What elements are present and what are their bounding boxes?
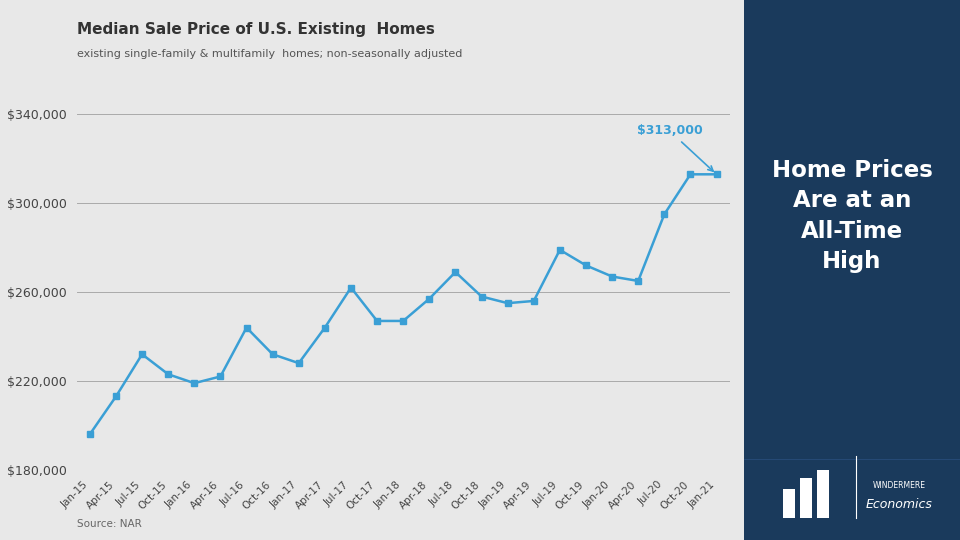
Text: $313,000: $313,000 [636,124,713,171]
Text: Median Sale Price of U.S. Existing  Homes: Median Sale Price of U.S. Existing Homes [77,22,435,37]
Text: Home Prices
Are at an
All-Time
High: Home Prices Are at an All-Time High [772,159,932,273]
FancyBboxPatch shape [818,470,829,518]
Text: existing single-family & multifamily  homes; non-seasonally adjusted: existing single-family & multifamily hom… [77,49,462,59]
Text: WINDERMERE: WINDERMERE [873,482,926,490]
Text: Source: NAR: Source: NAR [77,519,141,529]
Text: Economics: Economics [866,498,933,511]
FancyBboxPatch shape [800,478,812,518]
FancyBboxPatch shape [783,489,795,518]
